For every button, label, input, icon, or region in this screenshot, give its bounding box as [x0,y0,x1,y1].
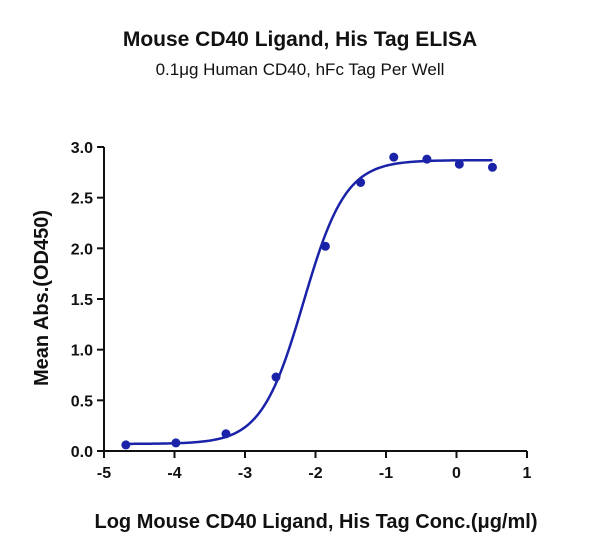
y-tick-label: 2.0 [71,241,93,258]
data-points [121,152,497,450]
data-point [271,372,281,382]
data-point [121,440,131,450]
axes: 0.0 0.5 1.0 1.5 2.0 2.5 3.0 -5 -4 -3 -2 -1 0 1 [71,140,532,482]
x-tick-label: -3 [238,465,252,482]
data-point [454,159,464,169]
y-tick-label: 0.5 [71,393,93,410]
x-axis-title: Log Mouse CD40 Ligand, His Tag Conc.(μg/… [95,511,538,533]
y-tick-label: 0.0 [71,444,93,461]
y-tick-label: 1.0 [71,343,93,360]
y-tick-label: 2.5 [71,191,93,208]
y-tick-label: 3.0 [71,140,93,157]
x-tick-label: -5 [97,465,111,482]
data-point [389,152,399,162]
data-point [320,241,330,251]
data-point [171,438,181,448]
x-tick-label: 1 [523,465,532,482]
chart-title: Mouse CD40 Ligand, His Tag ELISA [122,28,478,51]
data-point [356,177,366,187]
x-tick-label: -1 [379,465,393,482]
data-point [422,154,432,164]
fit-curve [125,158,493,446]
y-tick-label: 1.5 [71,292,93,309]
chart-subtitle: 0.1μg Human CD40, hFc Tag Per Well [155,60,445,79]
x-tick-label: 0 [452,465,461,482]
x-tick-label: -2 [308,465,322,482]
x-tick-label: -4 [167,465,181,482]
data-point [487,162,497,172]
data-point [221,429,231,439]
y-axis-title: Mean Abs.(OD450) [31,210,53,386]
